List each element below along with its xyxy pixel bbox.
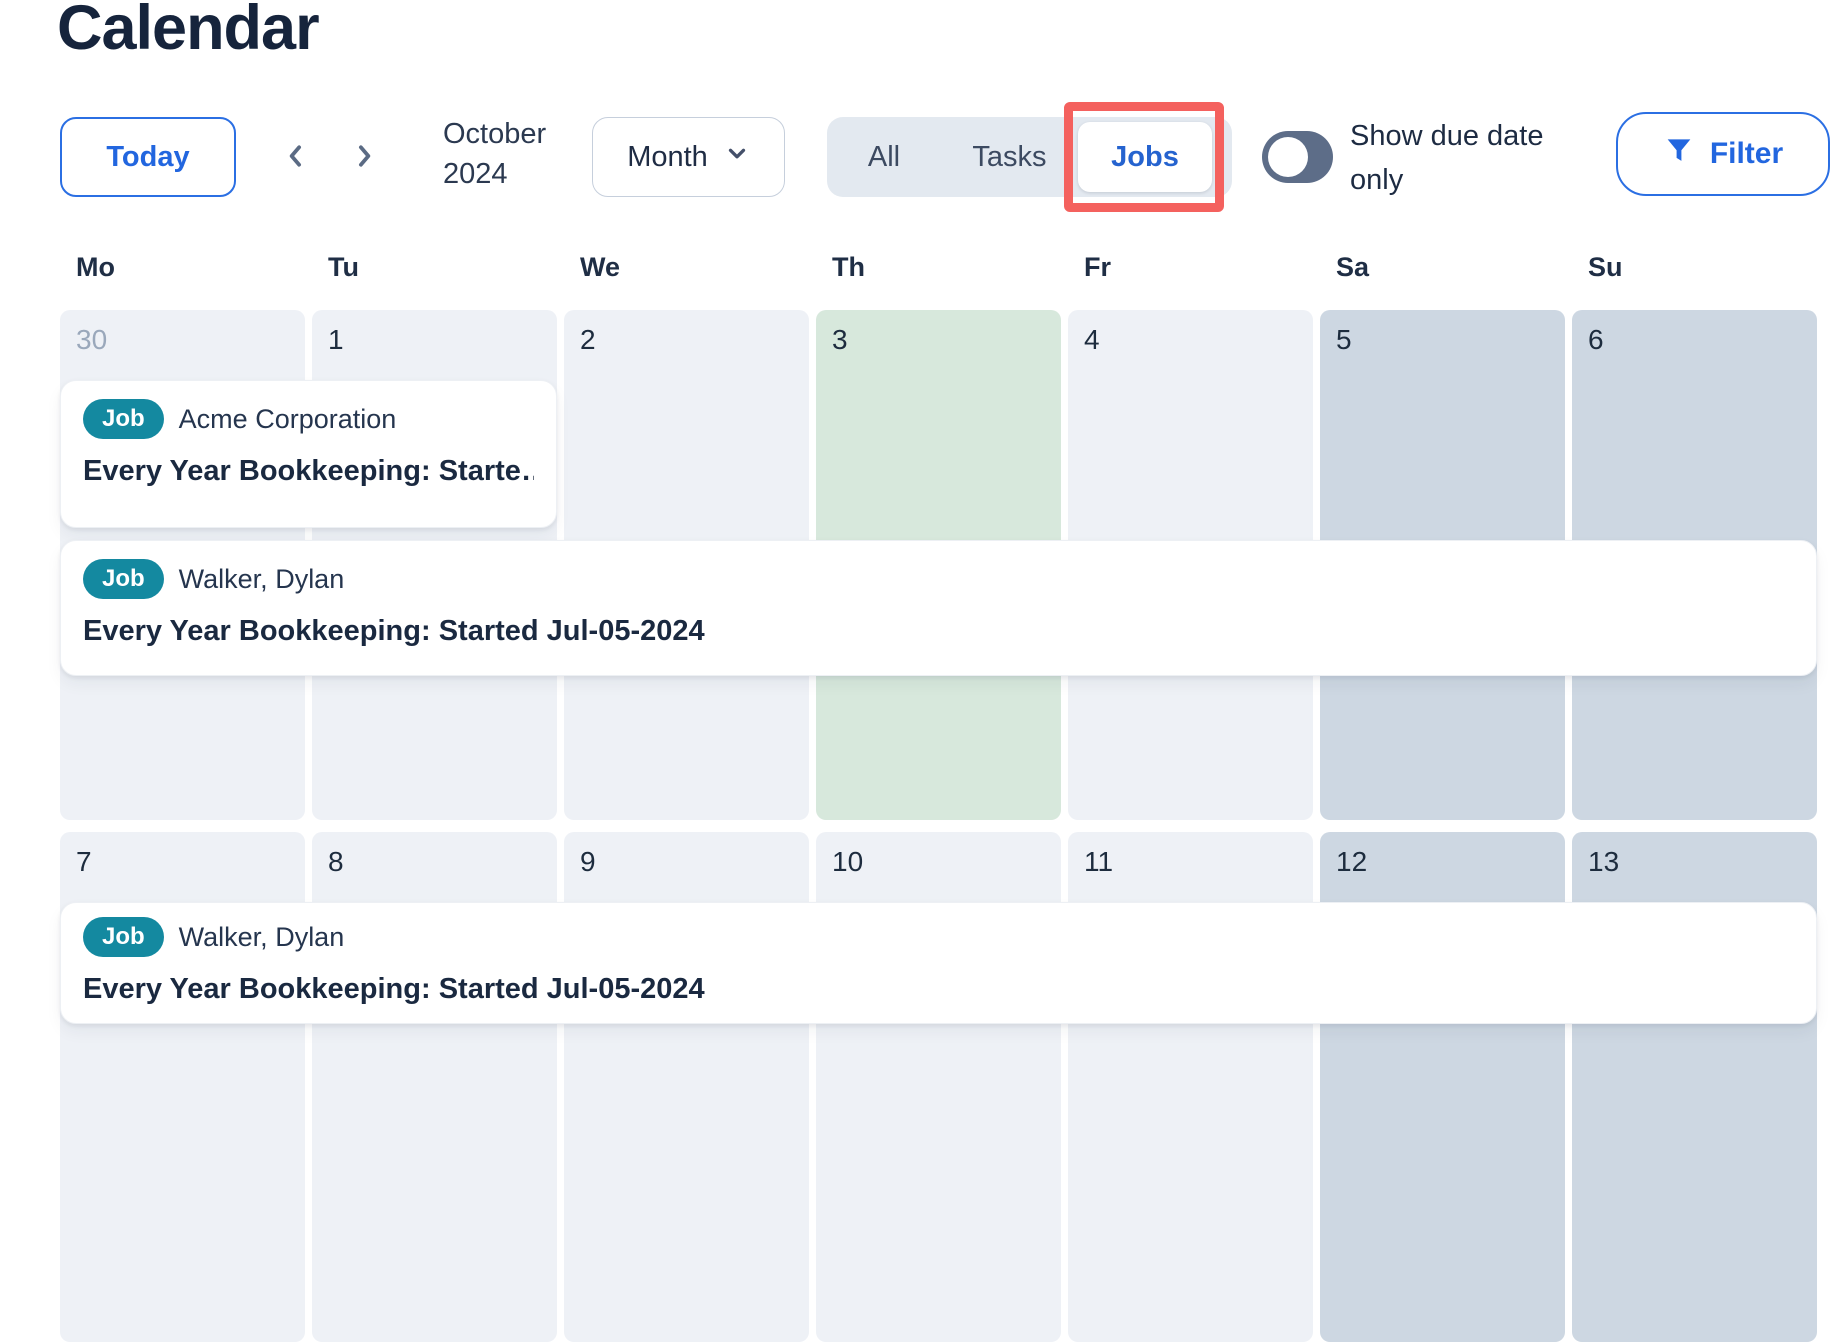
dow-label-fr: Fr: [1084, 252, 1111, 282]
dow-label-tu: Tu: [328, 252, 359, 282]
event-client: Acme Corporation: [178, 403, 397, 434]
event-title: Every Year Bookkeeping: Starte…: [83, 455, 534, 487]
day-number: 3: [832, 324, 848, 355]
filter-icon: [1663, 134, 1695, 174]
filter-button[interactable]: Filter: [1616, 112, 1830, 196]
job-badge: Job: [83, 917, 164, 957]
job-badge: Job: [83, 399, 164, 439]
job-event-card[interactable]: Job Acme Corporation Every Year Bookkeep…: [60, 380, 557, 528]
toggle-knob: [1268, 137, 1308, 177]
day-number: 5: [1336, 324, 1352, 355]
day-number: 9: [580, 846, 596, 877]
event-client: Walker, Dylan: [178, 563, 345, 594]
day-of-week-header-row: Mo Tu We Th Fr Sa Su: [60, 252, 1817, 283]
current-month-label: October 2024: [443, 118, 547, 190]
dow-label-sa: Sa: [1336, 252, 1370, 282]
chevron-down-icon: [724, 140, 750, 174]
dow-label-su: Su: [1588, 252, 1623, 282]
event-meta: Job Acme Corporation: [83, 399, 534, 439]
day-number: 1: [328, 324, 344, 355]
page-title: Calendar: [57, 0, 320, 63]
event-meta: Job Walker, Dylan: [83, 917, 1794, 957]
segment-jobs[interactable]: Jobs: [1078, 122, 1212, 192]
event-client: Walker, Dylan: [178, 921, 345, 952]
calendar-page: Calendar Today October 2024 Month All Ta…: [57, 0, 1830, 1342]
next-month-button[interactable]: [338, 117, 390, 197]
filter-button-label: Filter: [1709, 137, 1784, 170]
show-due-date-toggle[interactable]: [1262, 131, 1333, 183]
chevron-left-icon: [281, 141, 311, 174]
day-number: 11: [1084, 846, 1114, 877]
day-number: 8: [328, 846, 344, 877]
day-number: 7: [76, 846, 92, 877]
dow-label-th: Th: [832, 252, 865, 282]
job-event-card[interactable]: Job Walker, Dylan Every Year Bookkeeping…: [60, 902, 1817, 1024]
day-number: 12: [1336, 846, 1368, 877]
chevron-right-icon: [349, 141, 379, 174]
view-selector-value: Month: [627, 140, 708, 173]
day-number: 10: [832, 846, 864, 877]
today-button[interactable]: Today: [60, 117, 236, 197]
dow-label-mo: Mo: [76, 252, 115, 282]
day-number: 6: [1588, 324, 1604, 355]
view-selector[interactable]: Month: [592, 117, 785, 197]
day-number: 13: [1588, 846, 1620, 877]
event-type-segmented-control: All Tasks Jobs: [827, 117, 1232, 197]
event-title: Every Year Bookkeeping: Started Jul-05-2…: [83, 973, 705, 1005]
job-badge: Job: [83, 559, 164, 599]
day-number: 2: [580, 324, 596, 355]
day-number: 30: [76, 324, 108, 355]
event-meta: Job Walker, Dylan: [83, 559, 1794, 599]
day-number: 4: [1084, 324, 1100, 355]
toggle-label: Show due date only: [1350, 120, 1544, 196]
dow-label-we: We: [580, 252, 621, 282]
event-title: Every Year Bookkeeping: Started Jul-05-2…: [83, 615, 705, 647]
segment-all[interactable]: All: [827, 117, 941, 197]
job-event-card[interactable]: Job Walker, Dylan Every Year Bookkeeping…: [60, 540, 1817, 676]
segment-tasks[interactable]: Tasks: [941, 117, 1078, 197]
prev-month-button[interactable]: [270, 117, 322, 197]
